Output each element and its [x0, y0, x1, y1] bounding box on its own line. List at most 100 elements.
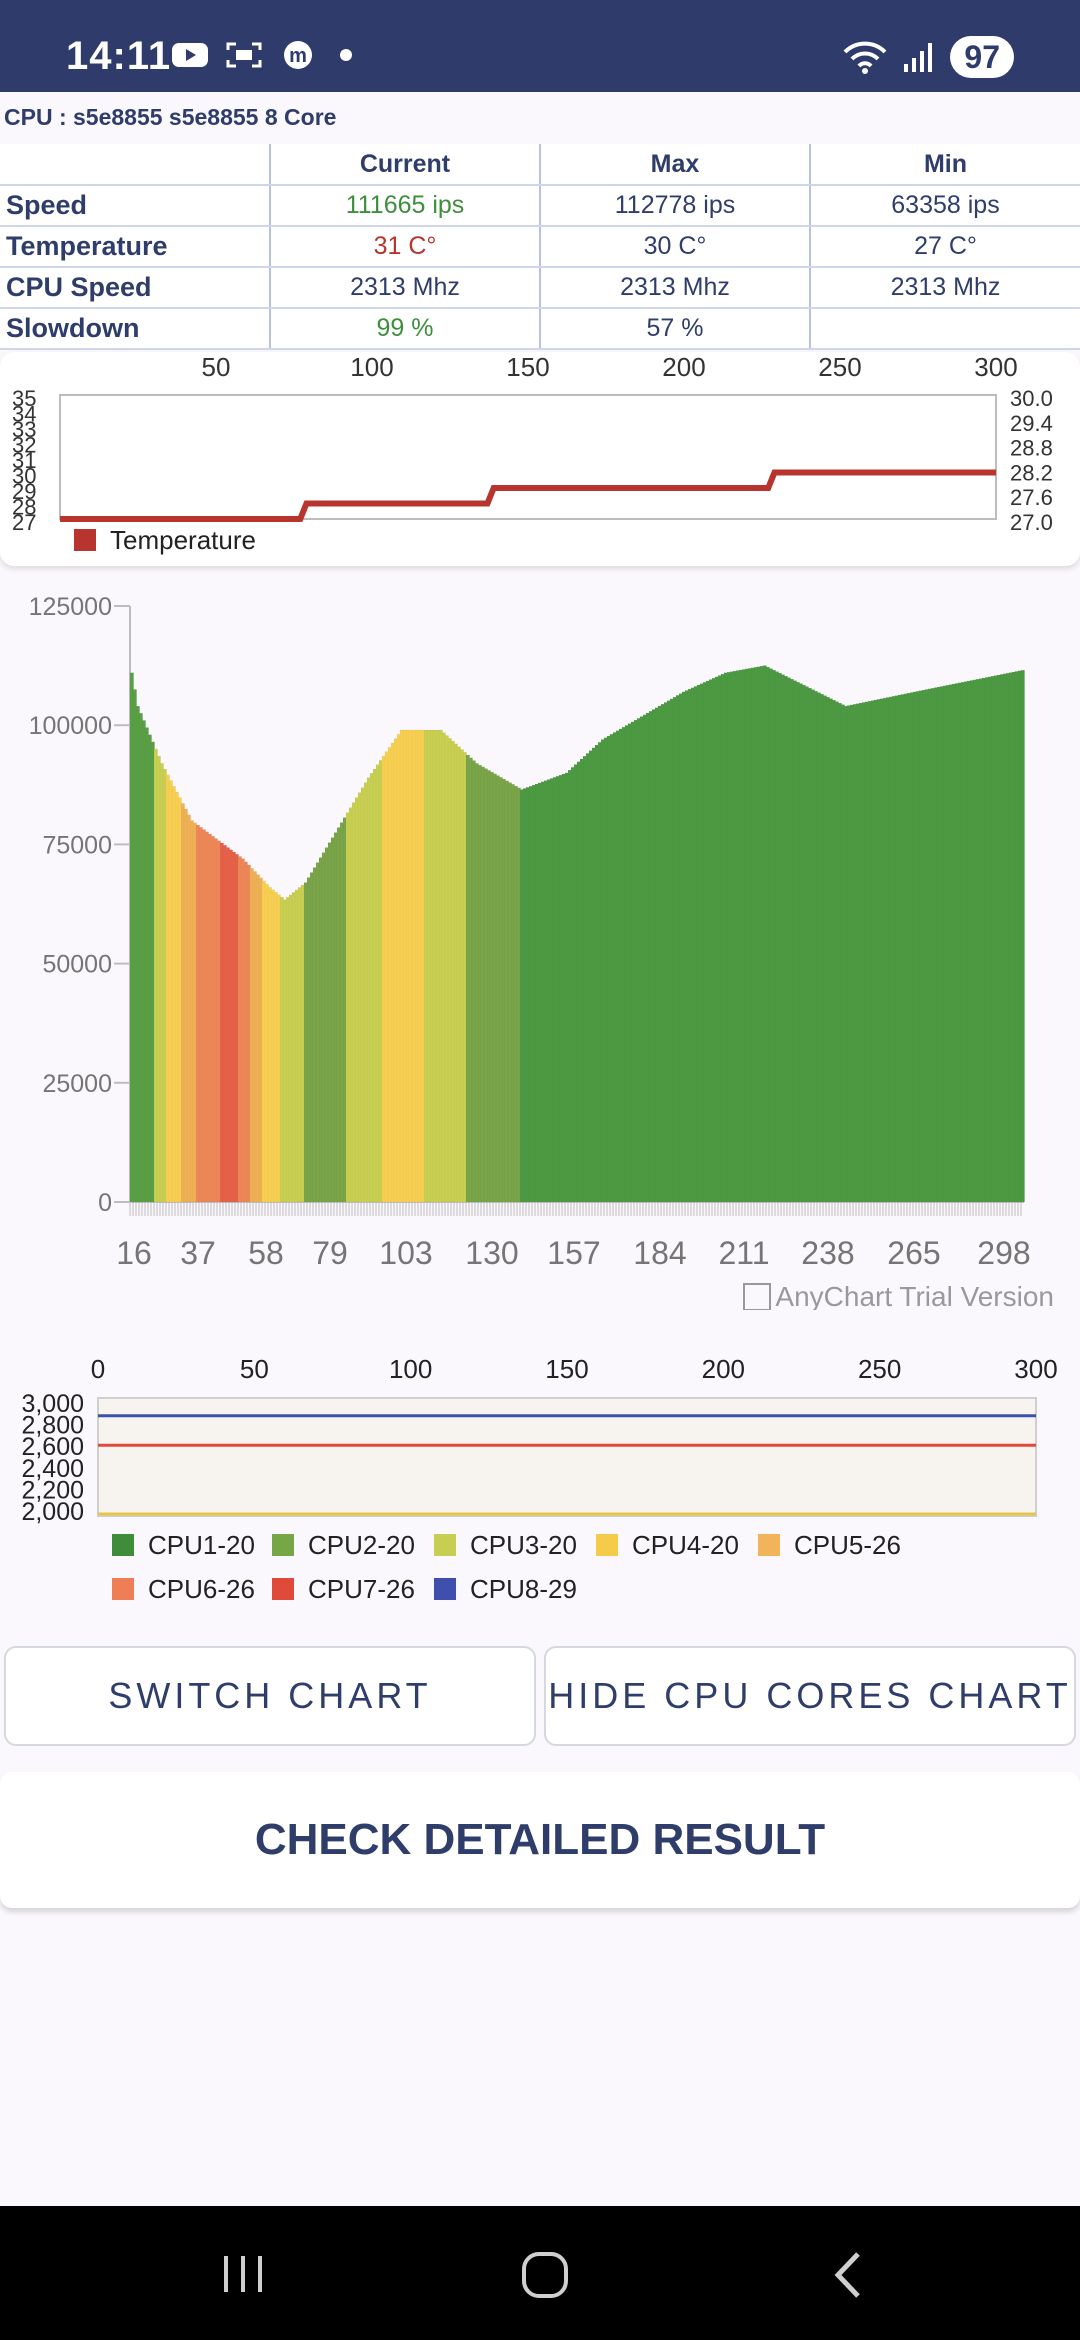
cores-legend-label: CPU3-20 — [470, 1530, 577, 1560]
cpu-cores-chart-card: 0 50 100 150 200 250 300 3,000 2,800 2,600 2,400 2,… — [0, 1340, 1080, 1626]
speed-min: 63358 ips — [809, 185, 1080, 227]
battery-indicator: 97 — [950, 36, 1014, 78]
cores-y-tick: 3,000 — [21, 1390, 84, 1418]
temperature-y-tick-right: 30.0 — [1010, 386, 1053, 411]
stats-table: Current Max Min Speed 111665 ips 112778 … — [0, 144, 1080, 350]
row-label-temperature: Temperature — [0, 226, 270, 268]
cpu-speed-min: 2313 Mhz — [809, 267, 1080, 309]
watermark-label: AnyChart Trial Version — [775, 1281, 1054, 1310]
temperature-max: 30 C° — [539, 226, 810, 268]
speed-x-tick: 238 — [801, 1235, 854, 1271]
cores-legend-swatch — [272, 1534, 294, 1556]
cpu-title: CPU : s5e8855 s5e8855 8 Core — [4, 104, 337, 130]
speed-x-tick: 211 — [718, 1235, 769, 1271]
speed-x-tick: 79 — [312, 1235, 348, 1271]
recent-apps-icon[interactable] — [218, 2254, 268, 2294]
table-header-current: Current — [269, 144, 540, 186]
temperature-x-tick: 150 — [506, 352, 549, 382]
cores-x-tick: 0 — [91, 1354, 105, 1384]
anychart-logo-icon — [743, 1283, 771, 1310]
speed-y-tick: 25000 — [42, 1070, 112, 1098]
speed-x-tick: 103 — [379, 1235, 432, 1271]
speed-x-tick: 37 — [180, 1235, 216, 1271]
temperature-line — [60, 469, 996, 522]
temperature-y-tick-right: 29.4 — [1010, 411, 1053, 436]
speed-bar — [1020, 669, 1025, 1203]
slowdown-min — [809, 308, 1080, 350]
temperature-chart-card: 50 100 150 200 250 300 35 34 33 32 31 30 29 28 27 30.0 2… — [0, 352, 1080, 566]
row-label-speed: Speed — [0, 185, 270, 227]
cores-y-tick: 2,400 — [21, 1455, 84, 1483]
slowdown-max: 57 % — [539, 308, 810, 350]
speed-x-tick: 58 — [248, 1235, 284, 1271]
table-row: Speed 111665 ips 112778 ips 63358 ips — [0, 185, 1080, 227]
temperature-x-tick: 200 — [662, 352, 705, 382]
speed-y-tick: 0 — [98, 1189, 112, 1217]
table-row: Slowdown 99 % 57 % — [0, 308, 1080, 350]
speed-x-tick: 298 — [977, 1235, 1030, 1271]
speed-x-tick: 265 — [887, 1235, 940, 1271]
back-icon[interactable] — [828, 2250, 868, 2300]
temperature-x-tick: 250 — [818, 352, 861, 382]
speed-max: 112778 ips — [539, 185, 810, 227]
temperature-y-tick-right: 28.8 — [1010, 436, 1053, 461]
cores-legend-label: CPU8-29 — [470, 1574, 577, 1604]
temperature-x-tick: 50 — [202, 352, 231, 382]
speed-bar-chart: 125000 100000 75000 50000 25000 016 37 58 79 103 1… — [29, 593, 1054, 1310]
navigation-bar — [0, 2206, 1080, 2340]
youtube-icon — [172, 43, 208, 67]
status-left-icons: m — [170, 40, 352, 70]
cores-x-tick: 250 — [858, 1354, 901, 1384]
cores-legend-label: CPU5-26 — [794, 1530, 901, 1560]
cores-legend-label: CPU7-26 — [308, 1574, 415, 1604]
table-row: CPU Speed 2313 Mhz 2313 Mhz 2313 Mhz — [0, 267, 1080, 309]
table-row: Temperature 31 C° 30 C° 27 C° — [0, 226, 1080, 268]
temperature-x-tick: 100 — [350, 352, 393, 382]
temperature-y-tick-right: 27.0 — [1010, 510, 1053, 535]
cpu-speed-max: 2313 Mhz — [539, 267, 810, 309]
speed-x-tick: 157 — [547, 1235, 600, 1271]
temperature-y-tick-left: 33 — [12, 417, 36, 442]
speed-y-tick: 75000 — [42, 831, 112, 859]
cores-y-tick: 2,800 — [21, 1412, 84, 1440]
temperature-legend-swatch — [74, 529, 96, 551]
speed-chart-card: 125000 100000 75000 50000 25000 0 16 37 58 79 103 1… — [0, 580, 1080, 1310]
temperature-current: 31 C° — [269, 226, 540, 268]
speed-x-tick: 16 — [116, 1235, 152, 1271]
notification-dot-icon — [340, 49, 352, 61]
home-icon[interactable] — [520, 2250, 570, 2300]
temperature-y-tick-left: 27 — [12, 510, 36, 535]
temperature-x-tick: 300 — [974, 352, 1017, 382]
cores-legend-label: CPU6-26 — [148, 1574, 255, 1604]
svg-text:m: m — [289, 45, 307, 67]
check-detailed-result-button[interactable]: CHECK DETAILED RESULT — [0, 1772, 1080, 1908]
cores-x-tick: 150 — [545, 1354, 588, 1384]
temperature-y-tick-right: 28.2 — [1010, 460, 1053, 485]
cores-x-tick: 50 — [240, 1354, 269, 1384]
switch-chart-button[interactable]: SWITCH CHART — [4, 1646, 536, 1746]
cores-legend-swatch — [596, 1534, 618, 1556]
cores-legend-swatch — [112, 1534, 134, 1556]
table-header-max: Max — [539, 144, 810, 186]
status-right-icons: 97 — [842, 36, 1014, 78]
signal-icon — [904, 43, 933, 72]
temperature-y-tick-left: 30 — [12, 464, 36, 489]
hide-cpu-cores-chart-button[interactable]: HIDE CPU CORES CHART — [544, 1646, 1076, 1746]
temperature-y-tick-left: 35 — [12, 386, 36, 411]
cores-y-tick: 2,200 — [21, 1476, 84, 1504]
cores-y-tick: 2,600 — [21, 1433, 84, 1461]
cores-x-tick: 100 — [389, 1354, 432, 1384]
cores-legend-swatch — [434, 1578, 456, 1600]
cores-plot-area — [97, 1397, 1037, 1517]
speed-x-tick: 130 — [465, 1235, 518, 1271]
cores-x-tick: 200 — [702, 1354, 745, 1384]
mastodon-icon: m — [284, 41, 312, 69]
temperature-y-tick-left: 29 — [12, 479, 36, 504]
temperature-y-tick-left: 28 — [12, 495, 36, 520]
temperature-y-tick-left: 31 — [12, 448, 36, 473]
cores-x-tick: 300 — [1014, 1354, 1057, 1384]
table-header-row: Current Max Min — [0, 144, 1080, 186]
speed-y-tick: 100000 — [29, 712, 112, 740]
cores-legend-label: CPU2-20 — [308, 1530, 415, 1560]
cores-y-tick: 2,000 — [21, 1498, 84, 1526]
